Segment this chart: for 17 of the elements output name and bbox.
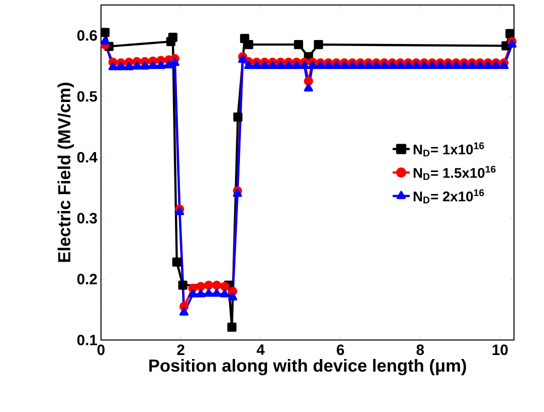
x-tick-label: 4 xyxy=(256,344,265,355)
x-tick-label: 8 xyxy=(416,344,424,356)
x-tick-label: 2 xyxy=(177,344,184,355)
legend-label: N$_{D}$= 1.5x10$^{16}$ xyxy=(414,166,496,180)
x-axis-title: Position along with device length (μm) xyxy=(149,358,466,376)
y-tick-label: 0.3 xyxy=(77,212,97,224)
y-tick-label: 0.5 xyxy=(77,91,98,102)
y-axis-title: Electric Field (MV/cm) xyxy=(58,82,74,262)
y-tick-label: 0.6 xyxy=(77,30,97,41)
x-tick-label: 6 xyxy=(336,344,344,356)
x-tick-label: 10 xyxy=(492,344,508,356)
legend-label: N$_{D}$= 2x10$^{16}$ xyxy=(414,189,484,204)
legend-label: N$_{D}$= 1x10$^{16}$ xyxy=(414,142,484,156)
x-tick-label: 0 xyxy=(97,344,105,356)
y-tick-label: 0.4 xyxy=(77,152,98,163)
y-tick-label: 0.2 xyxy=(77,274,97,284)
y-tick-label: 0.1 xyxy=(77,334,98,346)
